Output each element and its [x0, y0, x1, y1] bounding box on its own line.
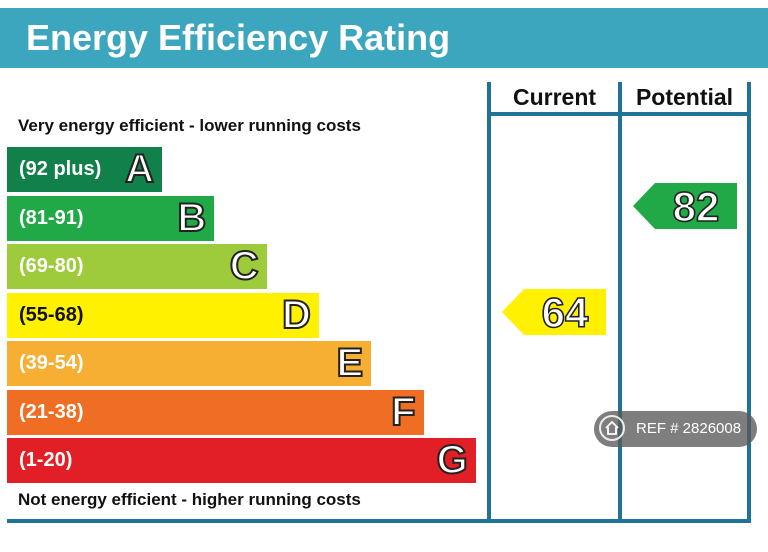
- band-b: (81-91) B: [7, 195, 215, 241]
- band-letter: D: [281, 292, 312, 338]
- caption-top: Very energy efficient - lower running co…: [18, 116, 361, 135]
- rating-arrow-shape: [633, 183, 737, 229]
- column-current-header: Current: [512, 84, 597, 110]
- band-range-label: (21-38): [19, 400, 84, 423]
- frame-bottom: [7, 519, 751, 523]
- band-letter: E: [336, 340, 365, 386]
- band-letter: B: [176, 195, 207, 241]
- frame-right: [747, 82, 751, 522]
- band-range-label: (55-68): [19, 303, 84, 326]
- frame-header-line: [487, 112, 751, 116]
- frame-middle: [618, 82, 622, 522]
- band-range-label: (92 plus): [19, 158, 102, 180]
- band-range-label: (69-80): [19, 255, 84, 277]
- home-icon: [599, 415, 625, 441]
- column-potential-header: Potential: [635, 84, 734, 110]
- band-letter: C: [229, 243, 260, 289]
- page-title: Energy Efficiency Rating: [26, 17, 451, 58]
- band-letter: F: [390, 389, 416, 435]
- frame-left: [487, 82, 491, 522]
- rating-arrow-current: 64: [502, 288, 606, 337]
- header-bar: Energy Efficiency Rating: [0, 8, 768, 68]
- ref-text: REF # 2826008: [636, 420, 742, 437]
- band-f: (21-38) F: [7, 389, 424, 435]
- band-a: (92 plus) A: [7, 146, 162, 192]
- band-c: (69-80) C: [7, 243, 267, 289]
- band-e: (39-54) E: [7, 340, 372, 386]
- band-g: (1-20) G: [7, 437, 476, 483]
- caption-bottom: Not energy efficient - higher running co…: [18, 490, 361, 509]
- rating-value: 64: [542, 289, 589, 336]
- rating-arrow-potential: 82: [633, 182, 737, 231]
- band-range-label: (81-91): [19, 206, 84, 229]
- band-d: (55-68) D: [7, 292, 319, 338]
- rating-value: 82: [673, 183, 720, 230]
- band-range-label: (1-20): [19, 449, 73, 471]
- band-range-label: (39-54): [19, 352, 84, 374]
- ref-watermark: REF # 2826008: [594, 411, 757, 447]
- band-letter: A: [124, 146, 155, 192]
- rating-arrow-shape: [502, 289, 606, 335]
- band-letter: G: [436, 437, 469, 483]
